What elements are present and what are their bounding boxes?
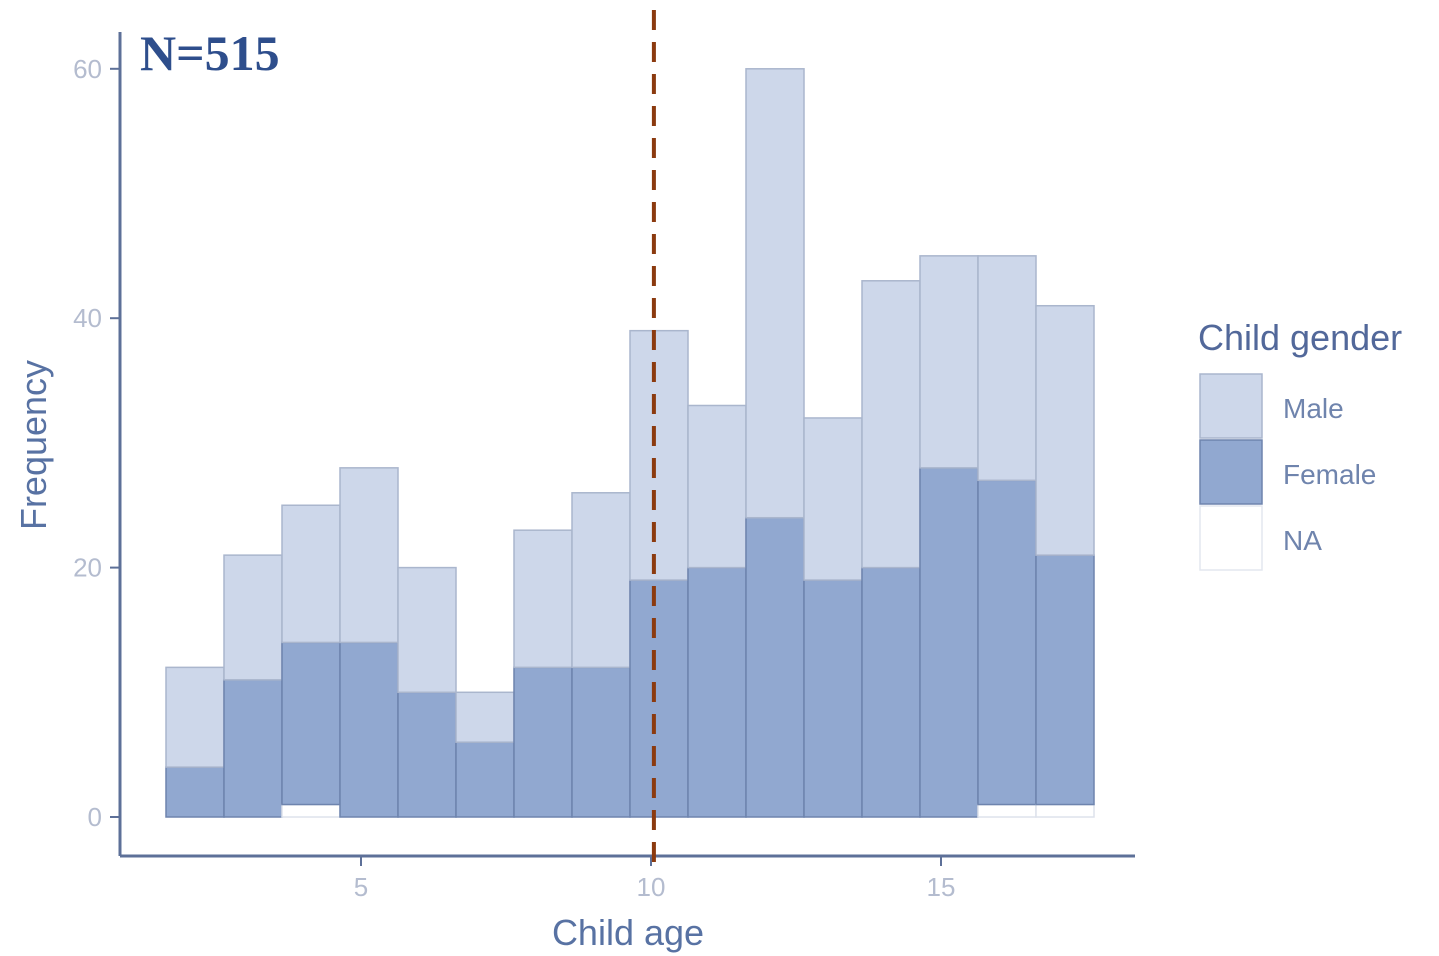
bar-male-age-9 (571, 492, 631, 669)
sample-size-annotation: N=515 (140, 25, 280, 81)
bar-female-age-11 (687, 566, 747, 818)
bar-female-age-9 (571, 666, 631, 818)
legend-swatch-female (1199, 439, 1263, 505)
axes-layer (118, 32, 1135, 858)
x-ticks: 5 10 15 (354, 856, 956, 902)
bar-male-age-5 (339, 467, 399, 644)
bar-male-age-17 (1035, 304, 1095, 556)
bar-female-age-3 (223, 679, 283, 818)
bar-female-age-5 (339, 641, 399, 818)
x-axis-title: Child age (552, 912, 704, 953)
bar-male-age-6 (397, 566, 457, 694)
bar-female-age-7 (455, 741, 515, 818)
bar-male-age-10 (629, 329, 689, 581)
bar-female-age-8 (513, 666, 573, 818)
bar-male-age-14 (861, 280, 921, 569)
bar-male-age-15 (919, 255, 979, 469)
x-tick-label-15: 15 (927, 872, 956, 902)
bars-layer (165, 68, 1095, 818)
legend-label-female: Female (1283, 459, 1376, 490)
bar-male-age-11 (687, 404, 747, 569)
bar-male-age-12 (745, 68, 805, 519)
legend-swatch-male (1199, 373, 1263, 439)
y-ticks: 0 20 40 60 (73, 54, 120, 832)
bar-female-age-6 (397, 691, 457, 818)
bar-na-age-4 (281, 803, 341, 818)
bar-female-age-17 (1035, 554, 1095, 806)
legend-label-male: Male (1283, 393, 1344, 424)
legend: Child gender Male Female NA (1198, 317, 1402, 571)
bar-male-age-16 (977, 255, 1037, 482)
bar-male-age-2 (165, 666, 225, 768)
y-axis-title: Frequency (13, 360, 54, 530)
y-tick-label-40: 40 (73, 303, 102, 333)
bar-female-age-16 (977, 479, 1037, 806)
bar-female-age-2 (165, 766, 225, 818)
x-tick-label-10: 10 (637, 872, 666, 902)
legend-swatch-na (1199, 505, 1263, 571)
y-tick-label-60: 60 (73, 54, 102, 84)
bar-na-age-17 (1035, 803, 1095, 818)
bar-female-age-10 (629, 579, 689, 818)
bar-na-age-16 (977, 803, 1037, 818)
legend-label-na: NA (1283, 525, 1322, 556)
legend-title: Child gender (1198, 317, 1402, 358)
bar-female-age-12 (745, 516, 805, 818)
bar-female-age-15 (919, 467, 979, 818)
bar-male-age-13 (803, 417, 863, 581)
x-tick-label-5: 5 (354, 872, 368, 902)
y-tick-label-20: 20 (73, 553, 102, 583)
bar-female-age-4 (281, 641, 341, 806)
bar-female-age-13 (803, 579, 863, 818)
bar-male-age-7 (455, 691, 515, 743)
bar-female-age-14 (861, 566, 921, 818)
bar-male-age-4 (281, 504, 341, 644)
bar-male-age-3 (223, 554, 283, 681)
bar-male-age-8 (513, 529, 573, 669)
y-tick-label-0: 0 (88, 802, 102, 832)
